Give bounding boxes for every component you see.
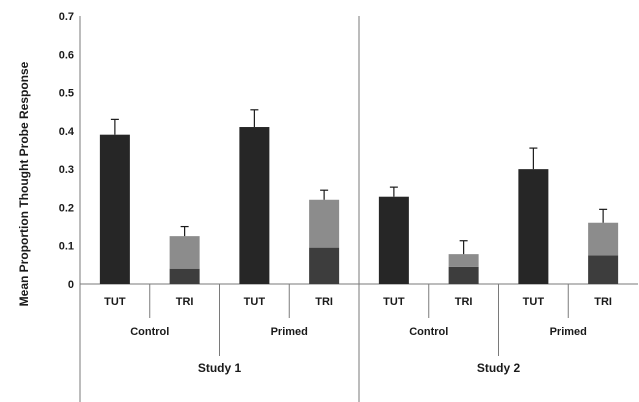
x-tick-label: TRI [315,296,333,308]
bar-segment-upper [309,199,340,248]
x-tick-label: TUT [383,296,405,308]
x-tick-label: TUT [523,296,545,308]
y-tick-label: 0.4 [59,126,75,138]
y-tick-label: 0 [68,279,74,291]
bar-segment-lower [448,266,479,284]
y-tick-label: 0.7 [59,11,74,23]
study-label: Study 2 [477,361,521,375]
x-tick-label: TUT [104,296,126,308]
bar [239,127,270,285]
bar [518,169,549,284]
y-tick-label: 0.2 [59,202,74,214]
y-axis-label: Mean Proportion Thought Probe Response [17,61,31,306]
x-tick-label: TUT [244,296,266,308]
bar-segment-lower [588,255,619,284]
group-label: Control [130,326,169,338]
bar-segment-upper [169,236,200,269]
bar [99,134,130,284]
bar-segment-upper [588,222,619,256]
x-tick-label: TRI [176,296,194,308]
group-label: Primed [271,326,308,338]
group-label: Control [409,326,448,338]
plot-area: 0 0.1 0.2 0.3 0.4 0.5 0.6 0.7 TUT TRI TUT TRI TUT TRI… [59,11,638,402]
x-tick-label: TRI [594,296,612,308]
bar-segment-lower [309,247,340,284]
bar-segment-upper [448,254,479,267]
study-label: Study 1 [198,361,242,375]
y-tick-label: 0.1 [59,241,74,253]
y-tick-label: 0.6 [59,49,74,61]
x-tick-label: TRI [455,296,473,308]
group-label: Primed [550,326,587,338]
y-tick-label: 0.5 [59,88,74,100]
bar [378,196,409,284]
bar-segment-lower [169,268,200,284]
y-tick-label: 0.3 [59,164,74,176]
